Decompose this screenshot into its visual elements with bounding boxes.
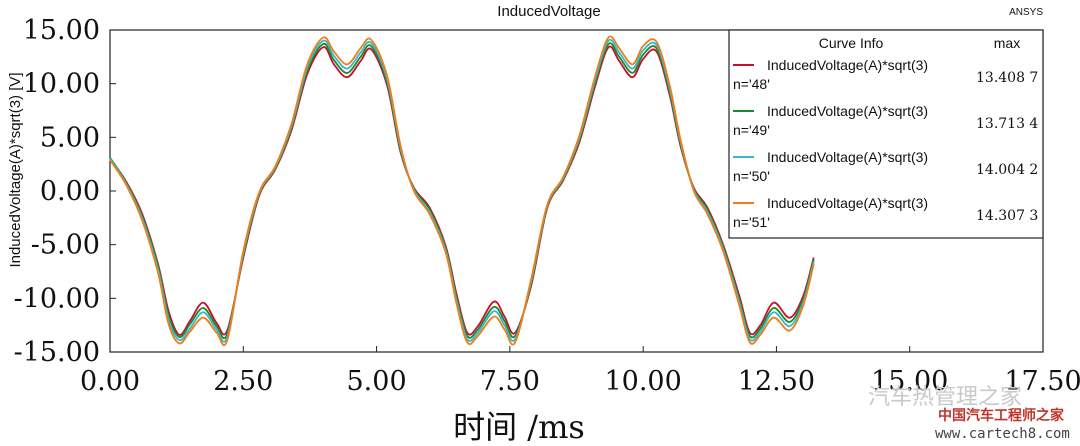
legend-series-max: 14.004 2	[976, 162, 1038, 178]
legend-series-name: InducedVoltage(A)*sqrt(3)	[767, 149, 928, 165]
legend: Curve Info max InducedVoltage(A)*sqrt(3)…	[728, 29, 1044, 239]
y-tick-labels: 15.00 10.00 5.00 0.00 -5.00 -10.00 -15.00	[14, 15, 116, 368]
watermark-line2: 中国汽车工程师之家	[938, 407, 1065, 424]
legend-box	[728, 29, 1044, 239]
x-tick-label: 17.50	[1004, 366, 1080, 397]
watermark-line3: www.cartech8.com	[935, 426, 1070, 442]
legend-header-name: Curve Info	[819, 35, 884, 51]
x-tick-labels: 0.00 2.50 5.00 7.50 10.00 12.50 15.00 17.50	[80, 346, 1080, 397]
x-tick-label: 0.00	[80, 366, 140, 397]
y-tick-label: 0.00	[40, 176, 100, 207]
y-tick-label: 5.00	[40, 122, 100, 153]
x-tick-label: 12.50	[738, 366, 815, 397]
x-tick-label: 10.00	[604, 366, 681, 397]
y-tick-label: -10.00	[14, 283, 100, 314]
x-tick-label: 5.00	[347, 366, 407, 397]
legend-rows: InducedVoltage(A)*sqrt(3) n='48' 13.408 7 I…	[733, 57, 1038, 230]
legend-series-max: 14.307 3	[976, 208, 1038, 224]
watermark-line1: 汽车热管理之家	[868, 385, 1022, 410]
series-line-1	[109, 45, 815, 336]
vendor-label: ANSYS	[1009, 7, 1043, 18]
legend-series-max: 13.408 7	[976, 70, 1038, 86]
y-tick-label: -5.00	[31, 230, 100, 261]
legend-series-n: n='48'	[733, 76, 770, 92]
series-line-2	[109, 42, 815, 340]
watermark: 汽车热管理之家 中国汽车工程师之家 www.cartech8.com	[868, 385, 1070, 442]
legend-series-name: InducedVoltage(A)*sqrt(3)	[767, 195, 928, 211]
y-tick-label: 10.00	[23, 69, 100, 100]
legend-series-name: InducedVoltage(A)*sqrt(3)	[767, 57, 928, 73]
y-axis-label: InducedVoltage(A)*sqrt(3) [V]	[7, 72, 24, 267]
legend-series-max: 13.713 4	[976, 116, 1038, 132]
series-lines	[109, 35, 815, 347]
x-tick-label: 2.50	[213, 366, 273, 397]
legend-series-n: n='50'	[733, 168, 770, 184]
y-tick-label: -15.00	[14, 337, 100, 368]
y-tick-label: 15.00	[23, 15, 100, 46]
legend-header-max: max	[994, 35, 1020, 51]
legend-series-n: n='49'	[733, 122, 770, 138]
x-tick-label: 15.00	[871, 366, 948, 397]
series-line-3	[109, 38, 815, 343]
legend-series-n: n='51'	[733, 214, 770, 230]
series-line-4	[109, 35, 815, 347]
legend-series-name: InducedVoltage(A)*sqrt(3)	[767, 103, 928, 119]
chart-title: InducedVoltage	[497, 3, 600, 20]
x-tick-label: 7.50	[480, 366, 540, 397]
x-axis-label: 时间 /ms	[453, 408, 585, 446]
